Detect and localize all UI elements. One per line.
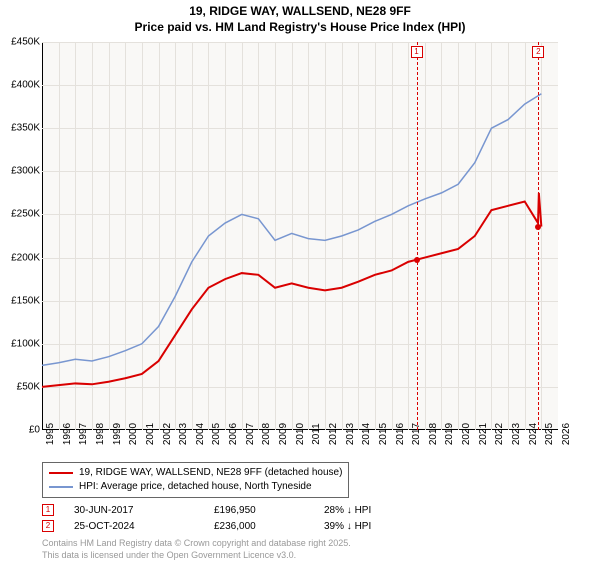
x-tick-label: 2004	[195, 423, 206, 445]
event-pct: 28% ↓ HPI	[324, 505, 444, 516]
legend-box: 19, RIDGE WAY, WALLSEND, NE28 9FF (detac…	[42, 462, 349, 498]
x-tick-label: 1997	[78, 423, 89, 445]
event-date: 25-OCT-2024	[74, 521, 214, 532]
event-marker-inline: 1	[42, 504, 54, 516]
event-marker-inline: 2	[42, 520, 54, 532]
x-tick-label: 2017	[411, 423, 422, 445]
x-tick-label: 1999	[112, 423, 123, 445]
chart-area: 12 £0£50K£100K£150K£200K£250K£300K£350K£…	[42, 42, 596, 430]
x-tick-label: 2011	[311, 423, 322, 445]
x-tick-label: 2006	[228, 423, 239, 445]
legend-label-hpi: HPI: Average price, detached house, Nort…	[79, 480, 312, 494]
x-tick-label: 2015	[378, 423, 389, 445]
x-tick-label: 2023	[511, 423, 522, 445]
series-hpi	[42, 94, 541, 366]
y-tick-label: £250K	[0, 209, 40, 220]
event-price: £236,000	[214, 521, 324, 532]
legend-swatch-hpi	[49, 486, 73, 488]
y-tick-label: £350K	[0, 123, 40, 134]
attrib-line-1: Contains HM Land Registry data © Crown c…	[42, 538, 558, 550]
event-pct: 39% ↓ HPI	[324, 521, 444, 532]
y-tick-label: £300K	[0, 166, 40, 177]
x-tick-label: 2021	[478, 423, 489, 445]
attrib-line-2: This data is licensed under the Open Gov…	[42, 550, 558, 561]
x-tick-label: 1998	[95, 423, 106, 445]
x-tick-label: 2016	[395, 423, 406, 445]
legend-area: 19, RIDGE WAY, WALLSEND, NE28 9FF (detac…	[42, 462, 558, 561]
x-tick-label: 2005	[211, 423, 222, 445]
event-row: 1 30-JUN-2017£196,95028% ↓ HPI	[42, 504, 558, 516]
x-tick-label: 2009	[278, 423, 289, 445]
event-data-rows: 1 30-JUN-2017£196,95028% ↓ HPI 2 25-OCT-202…	[42, 504, 558, 532]
series-price_paid	[42, 193, 541, 387]
attribution: Contains HM Land Registry data © Crown c…	[42, 538, 558, 561]
x-tick-label: 2018	[428, 423, 439, 445]
chart-title: 19, RIDGE WAY, WALLSEND, NE28 9FF Price …	[0, 0, 600, 35]
title-line-2: Price paid vs. HM Land Registry's House …	[0, 20, 600, 36]
y-tick-label: £100K	[0, 338, 40, 349]
y-tick-label: £450K	[0, 37, 40, 48]
x-tick-label: 2013	[345, 423, 356, 445]
x-tick-label: 1996	[62, 423, 73, 445]
legend-row-price: 19, RIDGE WAY, WALLSEND, NE28 9FF (detac…	[49, 466, 342, 480]
x-tick-label: 2003	[178, 423, 189, 445]
legend-row-hpi: HPI: Average price, detached house, Nort…	[49, 480, 342, 494]
x-tick-label: 2019	[444, 423, 455, 445]
x-tick-label: 2025	[544, 423, 555, 445]
x-tick-label: 2002	[162, 423, 173, 445]
x-tick-label: 2014	[361, 423, 372, 445]
event-marker: 1	[411, 46, 423, 58]
chart-lines	[42, 42, 558, 430]
x-tick-label: 2008	[261, 423, 272, 445]
x-tick-label: 1995	[45, 423, 56, 445]
x-tick-label: 2012	[328, 423, 339, 445]
event-line	[417, 42, 418, 430]
y-tick-label: £400K	[0, 80, 40, 91]
price-dot	[414, 257, 420, 263]
x-tick-label: 2007	[245, 423, 256, 445]
event-marker: 2	[532, 46, 544, 58]
title-line-1: 19, RIDGE WAY, WALLSEND, NE28 9FF	[0, 4, 600, 20]
y-tick-label: £0	[0, 425, 40, 436]
x-tick-label: 2022	[494, 423, 505, 445]
x-tick-label: 2001	[145, 423, 156, 445]
x-tick-label: 2026	[561, 423, 572, 445]
event-price: £196,950	[214, 505, 324, 516]
x-tick-label: 2000	[128, 423, 139, 445]
event-row: 2 25-OCT-2024£236,00039% ↓ HPI	[42, 520, 558, 532]
price-dot	[535, 224, 541, 230]
x-tick-label: 2020	[461, 423, 472, 445]
legend-label-price: 19, RIDGE WAY, WALLSEND, NE28 9FF (detac…	[79, 466, 342, 480]
event-line	[538, 42, 539, 430]
y-tick-label: £200K	[0, 252, 40, 263]
y-tick-label: £50K	[0, 381, 40, 392]
x-tick-label: 2010	[295, 423, 306, 445]
event-date: 30-JUN-2017	[74, 505, 214, 516]
x-tick-label: 2024	[528, 423, 539, 445]
legend-swatch-price	[49, 472, 73, 474]
y-tick-label: £150K	[0, 295, 40, 306]
